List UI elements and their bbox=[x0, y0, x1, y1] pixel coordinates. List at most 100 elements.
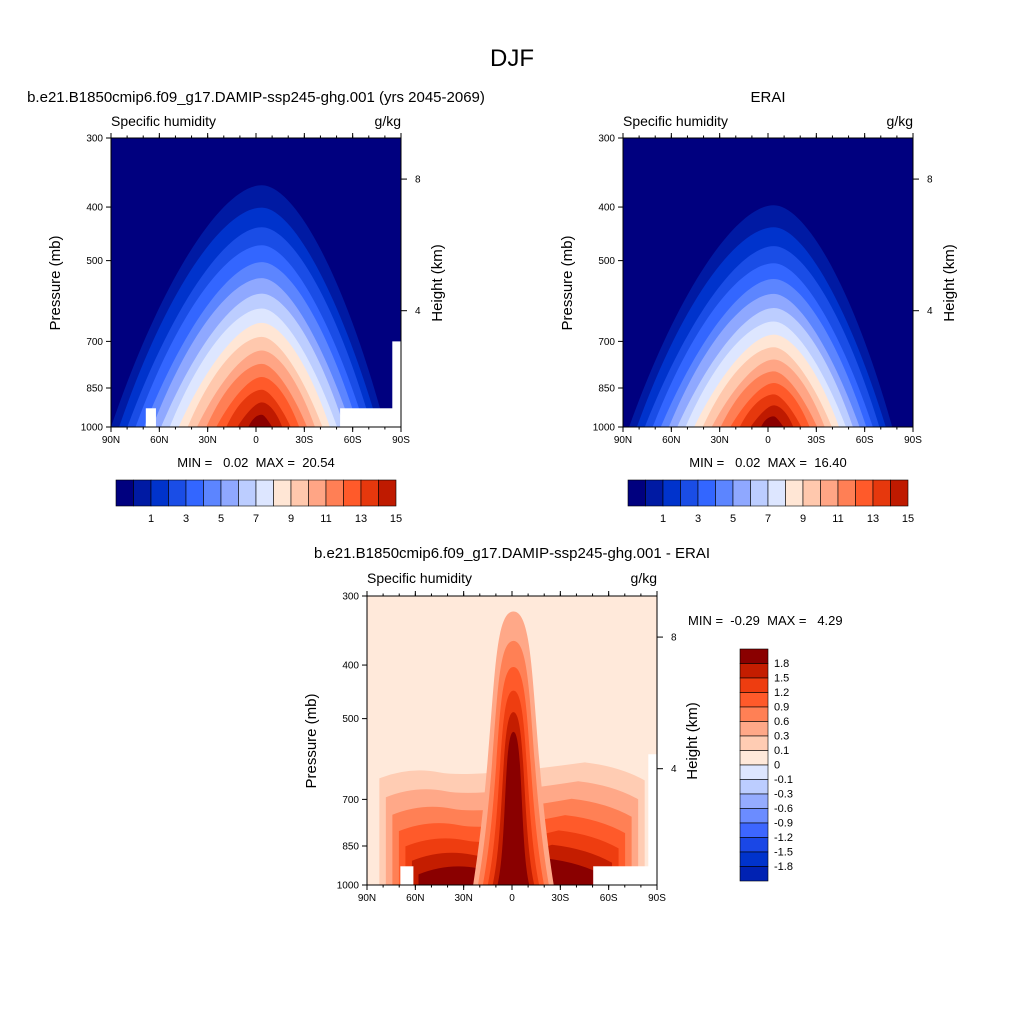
y-tick-label: 850 bbox=[598, 383, 615, 394]
units-label: g/kg bbox=[887, 113, 913, 129]
contour-field bbox=[623, 138, 913, 427]
colorbar-box bbox=[767, 479, 786, 507]
colorbar-box bbox=[739, 837, 769, 853]
x-tick-label: 30S bbox=[551, 893, 569, 904]
colorbar-box bbox=[739, 663, 769, 679]
x-tick-label: 0 bbox=[765, 435, 771, 446]
y-axis-label-right: Height (km) bbox=[941, 244, 958, 322]
colorbar-label: 7 bbox=[253, 513, 259, 525]
x-tick-label: 90N bbox=[102, 435, 120, 446]
colorbar-label: 11 bbox=[832, 513, 843, 525]
topography-mask bbox=[145, 408, 156, 427]
panel-model: b.e21.B1850cmip6.f09_g17.DAMIP-ssp245-gh… bbox=[27, 89, 485, 525]
topography-mask bbox=[400, 866, 414, 885]
colorbar-box bbox=[750, 479, 769, 507]
colorbar-box bbox=[168, 479, 187, 507]
colorbar-box bbox=[872, 479, 891, 507]
height-tick-label: 4 bbox=[415, 306, 421, 317]
colorbar-label: 13 bbox=[355, 513, 367, 525]
variable-label: Specific humidity bbox=[111, 113, 216, 129]
colorbar-box bbox=[662, 479, 681, 507]
contour-band bbox=[248, 414, 273, 427]
colorbar-box bbox=[220, 479, 239, 507]
panel-title: b.e21.B1850cmip6.f09_g17.DAMIP-ssp245-gh… bbox=[27, 89, 485, 106]
colorbar: 1.8 1.5 1.2 0.9 0.6 0.3 0.1 0 -0.1 -0.3 -0.6 -0.9 -1… bbox=[739, 648, 793, 882]
y-tick-label: 400 bbox=[86, 203, 103, 214]
colorbar-box bbox=[697, 479, 716, 507]
x-tick-label: 0 bbox=[509, 893, 515, 904]
colorbar-box bbox=[255, 479, 274, 507]
colorbar-box bbox=[739, 677, 769, 693]
y-tick-label: 700 bbox=[342, 795, 359, 806]
colorbar-label: 3 bbox=[183, 513, 189, 525]
colorbar-label: -0.3 bbox=[774, 789, 793, 801]
colorbar-label: -0.1 bbox=[774, 774, 793, 786]
colorbar-label: 1 bbox=[660, 513, 666, 525]
x-tick-label: 90S bbox=[648, 893, 666, 904]
x-tick-label: 30N bbox=[710, 435, 728, 446]
panel-obs: ERAI Specific humidity g/kg 90N 60N 30N 0 30… bbox=[559, 89, 958, 525]
colorbar-box bbox=[890, 479, 909, 507]
colorbar-box bbox=[325, 479, 344, 507]
figure-title: DJF bbox=[490, 45, 534, 72]
colorbar-box bbox=[627, 479, 646, 507]
x-tick-label: 60S bbox=[856, 435, 874, 446]
contour-band bbox=[237, 402, 283, 427]
colorbar-box bbox=[343, 479, 362, 507]
x-tick-label: 30S bbox=[807, 435, 825, 446]
y-axis-label: Pressure (mb) bbox=[303, 693, 320, 788]
colorbar-box bbox=[739, 808, 769, 824]
contour-band bbox=[750, 405, 794, 427]
x-tick-label: 60N bbox=[406, 893, 424, 904]
x-tick-label: 30S bbox=[295, 435, 313, 446]
colorbar-box bbox=[739, 851, 769, 867]
colorbar-label: 15 bbox=[902, 513, 914, 525]
topography-mask bbox=[392, 341, 401, 427]
colorbar-box bbox=[203, 479, 222, 507]
panel-title: ERAI bbox=[750, 89, 785, 106]
y-tick-label: 1000 bbox=[81, 423, 104, 434]
y-tick-label: 500 bbox=[86, 256, 103, 267]
y-tick-label: 700 bbox=[86, 337, 103, 348]
axes: 90N 60N 30N 0 30S 60S 90S 300 400 500 700 850 1000 8 4 bbox=[81, 133, 421, 446]
colorbar-box bbox=[739, 648, 769, 664]
y-tick-label: 850 bbox=[342, 841, 359, 852]
colorbar-label: 5 bbox=[730, 513, 736, 525]
y-tick-label: 400 bbox=[598, 203, 615, 214]
y-tick-label: 1000 bbox=[337, 881, 360, 892]
colorbar-box bbox=[115, 479, 134, 507]
y-axis-label-right: Height (km) bbox=[684, 702, 701, 780]
y-tick-label: 850 bbox=[86, 383, 103, 394]
y-tick-label: 700 bbox=[598, 337, 615, 348]
units-label: g/kg bbox=[631, 570, 657, 586]
colorbar-box bbox=[739, 764, 769, 780]
y-tick-label: 300 bbox=[598, 134, 615, 145]
contour-field bbox=[111, 138, 401, 427]
min-max-label: MIN = -0.29 MAX = 4.29 bbox=[688, 613, 843, 628]
x-tick-label: 90S bbox=[392, 435, 410, 446]
colorbar-label: -0.6 bbox=[774, 803, 793, 815]
colorbar-label: 15 bbox=[390, 513, 402, 525]
colorbar-box bbox=[785, 479, 804, 507]
contour-band bbox=[497, 731, 530, 885]
x-tick-label: 90N bbox=[614, 435, 632, 446]
colorbar-label: 5 bbox=[218, 513, 224, 525]
colorbar-box bbox=[715, 479, 734, 507]
y-tick-label: 500 bbox=[598, 256, 615, 267]
x-tick-label: 90S bbox=[904, 435, 922, 446]
x-tick-label: 60N bbox=[662, 435, 680, 446]
x-tick-label: 30N bbox=[454, 893, 472, 904]
min-max-label: MIN = 0.02 MAX = 16.40 bbox=[689, 455, 847, 470]
colorbar-box bbox=[378, 479, 397, 507]
height-tick-label: 8 bbox=[927, 175, 933, 186]
height-tick-label: 4 bbox=[927, 306, 933, 317]
topography-mask bbox=[593, 866, 657, 885]
x-tick-label: 90N bbox=[358, 893, 376, 904]
colorbar-label: 7 bbox=[765, 513, 771, 525]
panel-title: b.e21.B1850cmip6.f09_g17.DAMIP-ssp245-gh… bbox=[314, 545, 710, 562]
colorbar-box bbox=[133, 479, 152, 507]
colorbar-box bbox=[273, 479, 292, 507]
colorbar-box bbox=[290, 479, 309, 507]
colorbar-box bbox=[308, 479, 327, 507]
